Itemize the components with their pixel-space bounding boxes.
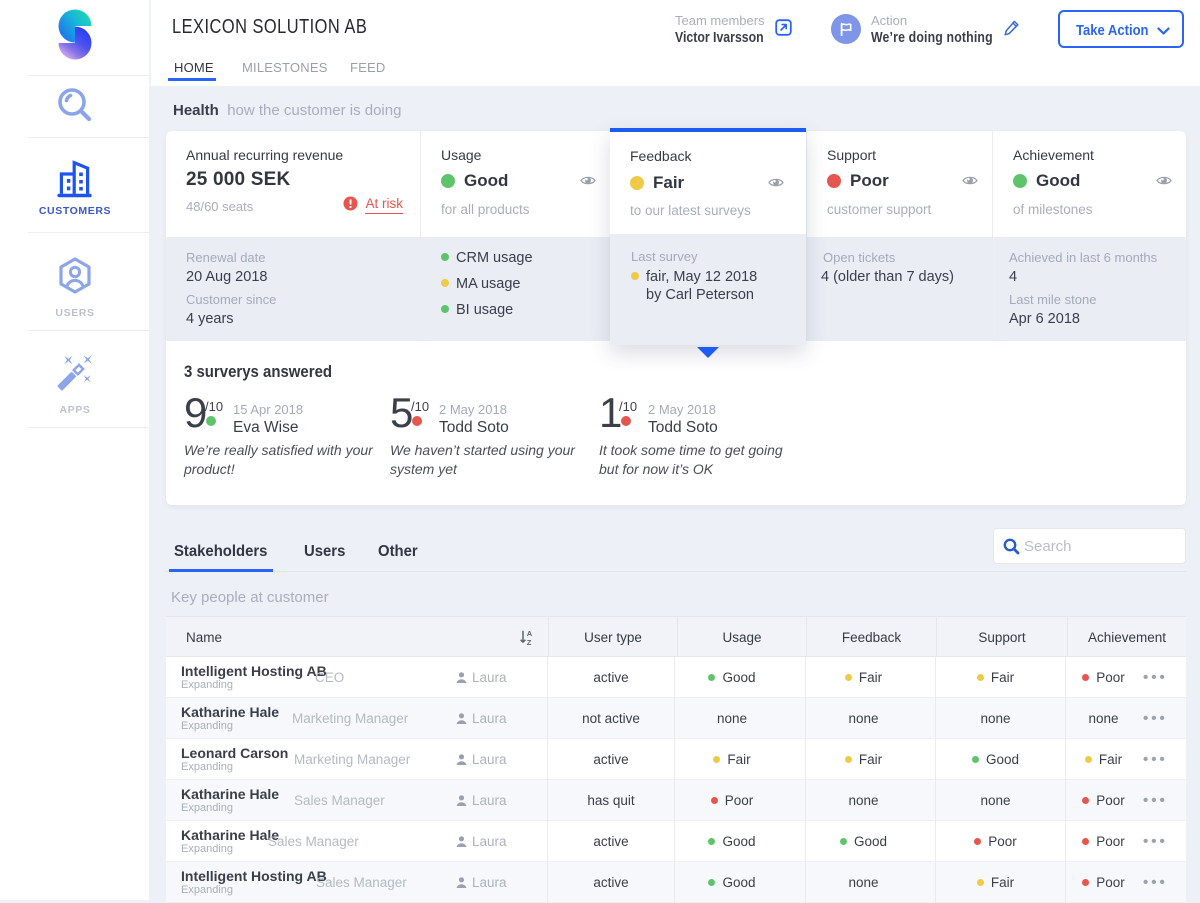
svg-text:A: A xyxy=(527,629,533,638)
svg-text:Z: Z xyxy=(527,638,532,646)
